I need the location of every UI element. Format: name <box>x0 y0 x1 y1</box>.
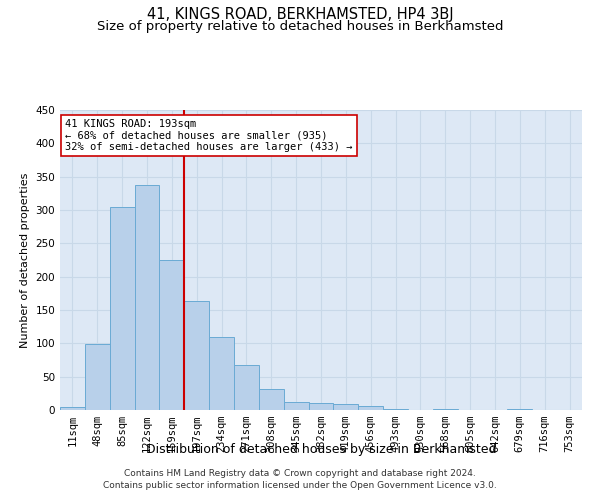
Text: Size of property relative to detached houses in Berkhamsted: Size of property relative to detached ho… <box>97 20 503 33</box>
Y-axis label: Number of detached properties: Number of detached properties <box>20 172 30 348</box>
Text: Distribution of detached houses by size in Berkhamsted: Distribution of detached houses by size … <box>146 442 496 456</box>
Bar <box>358 406 383 410</box>
Bar <box>508 408 532 410</box>
Bar <box>110 206 134 410</box>
Text: Contains HM Land Registry data © Crown copyright and database right 2024.: Contains HM Land Registry data © Crown c… <box>124 468 476 477</box>
Bar <box>259 388 284 410</box>
Bar <box>334 404 358 410</box>
Bar <box>85 344 110 410</box>
Bar <box>184 302 209 410</box>
Bar <box>209 336 234 410</box>
Bar <box>234 366 259 410</box>
Text: 41, KINGS ROAD, BERKHAMSTED, HP4 3BJ: 41, KINGS ROAD, BERKHAMSTED, HP4 3BJ <box>146 8 454 22</box>
Bar <box>134 186 160 410</box>
Bar <box>308 402 334 410</box>
Text: 41 KINGS ROAD: 193sqm
← 68% of detached houses are smaller (935)
32% of semi-det: 41 KINGS ROAD: 193sqm ← 68% of detached … <box>65 119 353 152</box>
Bar <box>60 408 85 410</box>
Text: Contains public sector information licensed under the Open Government Licence v3: Contains public sector information licen… <box>103 481 497 490</box>
Bar <box>284 402 308 410</box>
Bar <box>160 260 184 410</box>
